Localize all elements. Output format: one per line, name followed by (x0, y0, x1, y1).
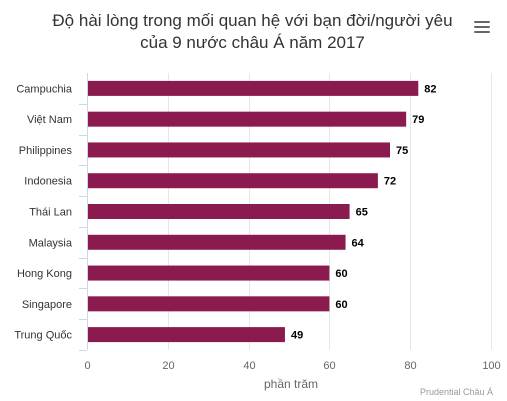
chart-title-line-2: của 9 nước châu Á năm 2017 (140, 33, 365, 52)
category-label: Hong Kong (17, 268, 72, 280)
bar (88, 265, 330, 281)
data-label: 60 (335, 299, 347, 311)
category-label: Indonesia (24, 176, 73, 188)
data-label: 82 (424, 83, 436, 95)
bar (88, 327, 285, 343)
menu-line (474, 21, 490, 23)
bar (88, 204, 350, 219)
x-tick-label: 20 (162, 360, 174, 372)
chart-credit[interactable]: Prudential Châu Á (419, 387, 493, 397)
data-label: 75 (396, 145, 408, 157)
x-axis-title: phần trăm (264, 377, 318, 391)
data-label: 72 (384, 176, 396, 188)
bar (88, 142, 390, 158)
data-label: 79 (412, 114, 424, 126)
chart-title-line-1: Độ hài lòng trong mối quan hệ với bạn đờ… (52, 11, 453, 30)
category-label: Trung Quốc (14, 330, 72, 342)
x-tick-label: 40 (243, 360, 255, 372)
data-label: 64 (352, 237, 365, 249)
data-label: 60 (335, 268, 347, 280)
bar (88, 111, 407, 127)
category-label: Thái Lan (29, 207, 72, 219)
bar (88, 296, 330, 312)
category-label: Malaysia (29, 237, 73, 249)
category-label: Philippines (19, 145, 73, 157)
x-tick-label: 60 (323, 360, 335, 372)
data-label: 65 (356, 207, 368, 219)
x-tick-label: 80 (404, 360, 416, 372)
data-label: 49 (291, 330, 303, 342)
hamburger-menu-icon[interactable] (472, 18, 492, 38)
category-label: Campuchia (16, 83, 73, 95)
category-label: Singapore (22, 299, 72, 311)
category-label: Việt Nam (27, 114, 72, 126)
bar (88, 80, 419, 96)
x-tick-label: 0 (84, 360, 90, 372)
x-tick-label: 100 (482, 360, 500, 372)
menu-line (474, 26, 490, 28)
bar (88, 173, 378, 189)
menu-line (474, 31, 490, 33)
bar (88, 234, 346, 250)
